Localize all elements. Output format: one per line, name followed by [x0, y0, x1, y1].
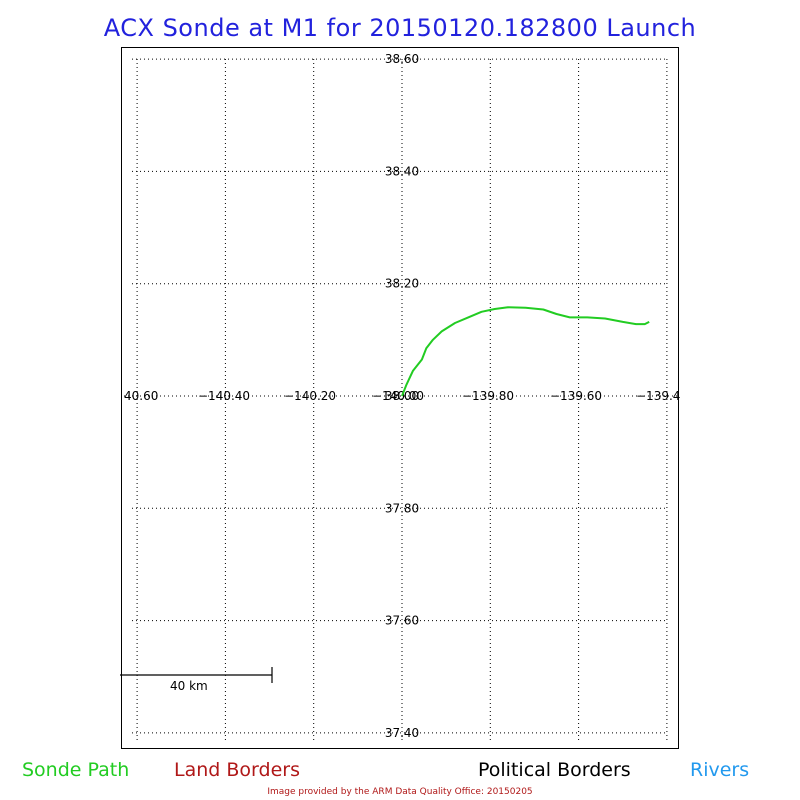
legend-political-borders: Political Borders: [478, 759, 631, 781]
lat-tick-label: 38.20: [385, 277, 419, 291]
sonde-path-line: [401, 306, 650, 397]
lat-tick-label: 37.80: [385, 501, 419, 515]
lon-tick-label: 40.60: [124, 389, 158, 403]
lat-tick-label: 37.60: [385, 614, 419, 628]
image-credit: Image provided by the ARM Data Quality O…: [267, 787, 533, 797]
lon-tick-label: −140.00: [372, 389, 424, 403]
lat-tick-label: 38.60: [385, 52, 419, 66]
legend-land-borders: Land Borders: [174, 759, 300, 781]
lon-tick-label: −139.4: [636, 389, 680, 403]
scale-bar-label: 40 km: [170, 679, 208, 693]
lon-tick-label: −140.20: [284, 389, 336, 403]
lon-tick-label: −139.60: [550, 389, 602, 403]
lat-tick-label: 38.40: [385, 164, 419, 178]
lat-tick-label: 37.40: [385, 726, 419, 740]
legend-sonde-path: Sonde Path: [22, 759, 130, 781]
map-plot-frame: [121, 47, 679, 749]
map-title: ACX Sonde at M1 for 20150120.182800 Laun…: [103, 14, 697, 42]
lon-tick-label: −140.40: [198, 389, 250, 403]
legend-rivers: Rivers: [690, 759, 750, 781]
lon-tick-label: −139.80: [462, 389, 514, 403]
